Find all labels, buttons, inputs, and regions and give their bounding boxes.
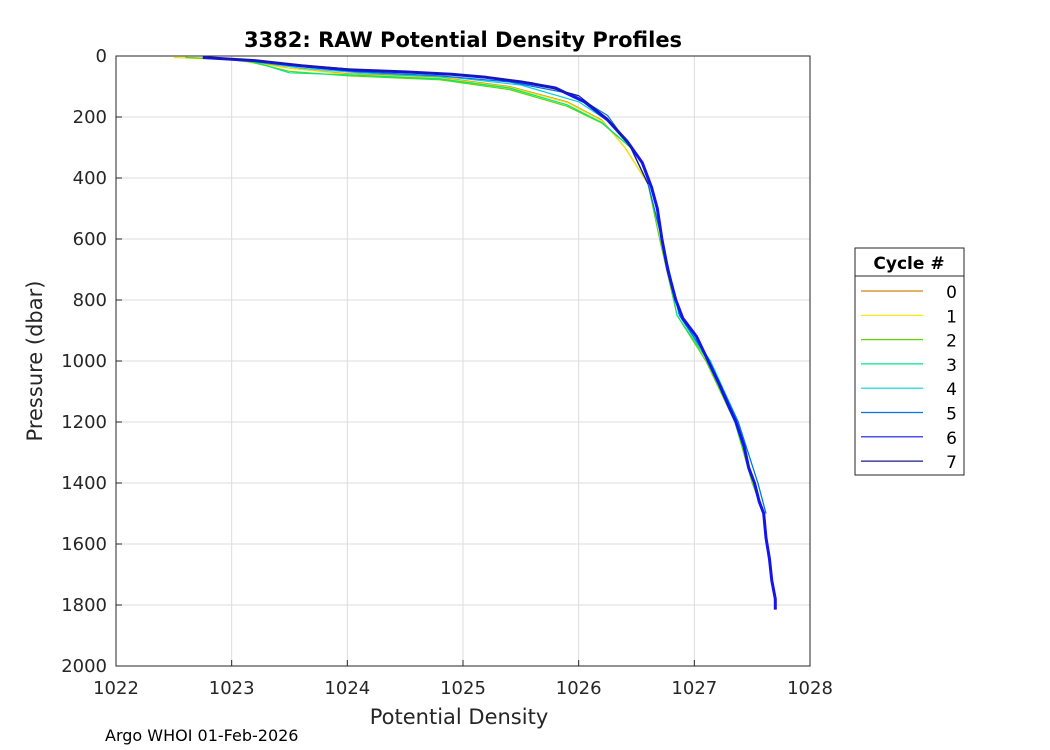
y-tick-label: 0 [96,46,107,67]
footer-text: Argo WHOI 01-Feb-2026 [105,726,298,745]
x-tick-label: 1026 [556,678,602,699]
legend: Cycle # 0 1 2 3 4 5 6 7 [854,247,965,476]
y-tick-label: 1000 [61,351,107,372]
legend-label-cycle-0: 0 [946,283,957,303]
legend-label-cycle-1: 1 [946,307,957,327]
series-lines [173,56,777,610]
plot-area [115,55,811,667]
y-tick-label: 200 [73,107,107,128]
y-tick-label: 2000 [61,656,107,677]
y-tick-label: 600 [73,229,107,250]
y-tick-label: 1600 [61,534,107,555]
legend-label-cycle-4: 4 [946,380,957,400]
x-tick-label: 1024 [324,678,370,699]
legend-label-cycle-5: 5 [946,405,957,425]
x-tick-label: 1022 [93,678,139,699]
y-axis-label: Pressure (dbar) [23,281,47,442]
y-tick-label: 1800 [61,595,107,616]
chart-title: 3382: RAW Potential Density Profiles [244,28,682,52]
legend-label-cycle-7: 7 [946,453,957,473]
legend-items: 0 1 2 3 4 5 6 7 [861,283,957,473]
legend-title: Cycle # [873,254,944,274]
series-line-cycle-7 [208,56,649,185]
x-tick-label: 1027 [671,678,717,699]
legend-label-cycle-3: 3 [946,356,957,376]
x-tick-label: 1023 [209,678,255,699]
legend-label-cycle-6: 6 [946,429,957,449]
y-tick-label: 1200 [61,412,107,433]
y-axis-ticks: 0 200 400 600 800 1000 1200 1400 1600 1800 2000 [61,46,122,677]
legend-label-cycle-2: 2 [946,332,957,352]
x-tick-label: 1028 [787,678,833,699]
y-tick-label: 800 [73,290,107,311]
x-axis-label: Potential Density [370,705,549,729]
y-tick-label: 1400 [61,473,107,494]
x-tick-label: 1025 [440,678,486,699]
x-axis-ticks: 1022 1023 1024 1025 1026 1027 1028 [93,660,833,699]
y-tick-label: 400 [73,168,107,189]
